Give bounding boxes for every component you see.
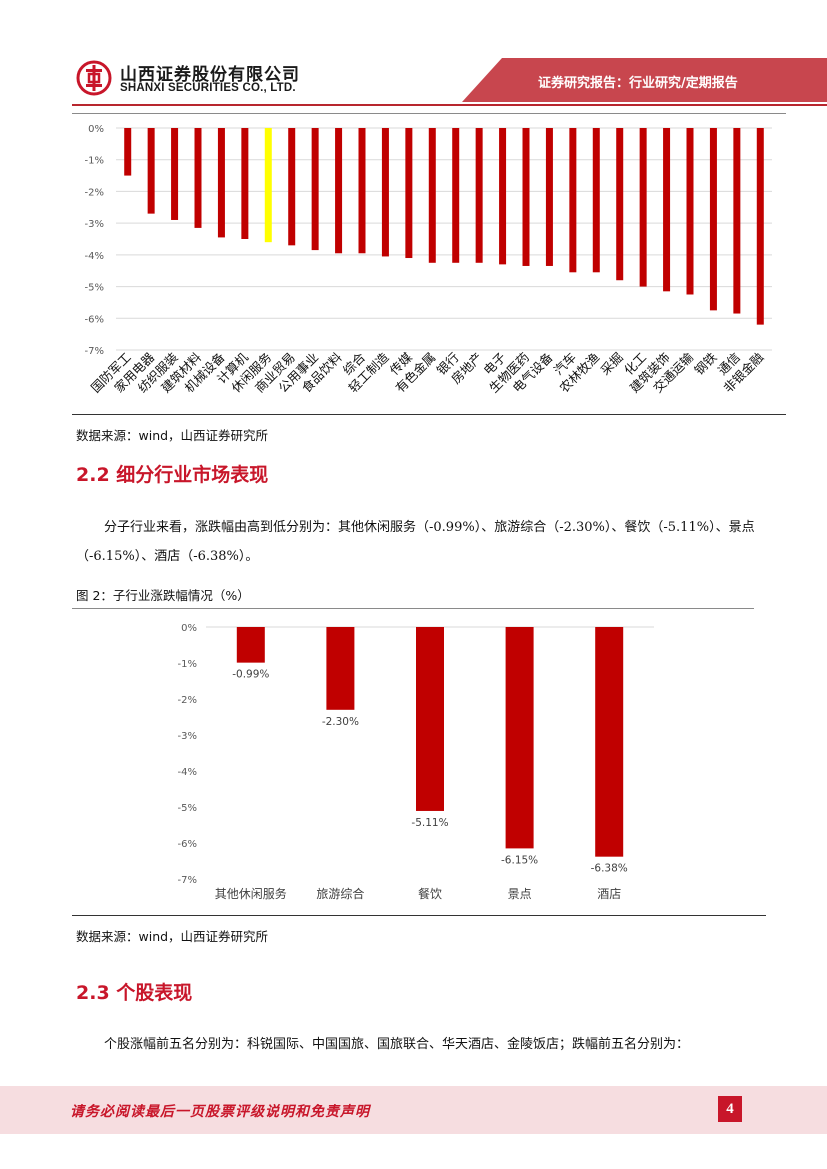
x-tick-label: 钢铁 (691, 349, 720, 378)
report-type-title: 证券研究报告：行业研究/定期报告 (538, 76, 738, 91)
x-tick-label: 其他休闲服务 (215, 886, 287, 901)
company-logo-icon (76, 60, 112, 96)
bar (171, 128, 179, 220)
header-banner (462, 58, 827, 102)
y-tick-label: 0% (88, 124, 104, 135)
bar (326, 627, 355, 710)
bar (381, 128, 389, 257)
bar (452, 128, 460, 263)
bar (522, 128, 530, 266)
y-tick-label: -3% (178, 731, 197, 742)
section-2-3-paragraph: 个股涨幅前五名分别为：科锐国际、中国国旅、国旅联合、华天酒店、金陵饭店；跌幅前五… (76, 1030, 756, 1059)
figure2-title: 图 2：子行业涨跌幅情况（%） (76, 588, 250, 603)
bar (663, 128, 671, 292)
bar (217, 128, 225, 238)
x-tick-label: 旅游综合 (316, 886, 364, 901)
company-name-cn: 山西证券股份有限公司 (120, 65, 300, 85)
industry-change-chart: 0%-1%-2%-3%-4%-5%-6%-7%国防军工家用电器纺织服装建筑材料机… (85, 124, 772, 395)
bar (288, 128, 296, 246)
section-2-3-text: 个股涨幅前五名分别为：科锐国际、中国国旅、国旅联合、华天酒店、金陵饭店；跌幅前五… (104, 1037, 690, 1052)
bar (616, 128, 624, 281)
bar (236, 627, 265, 663)
y-tick-label: -2% (178, 695, 197, 706)
bar (545, 128, 553, 266)
data-label: -2.30% (322, 716, 359, 728)
bar (686, 128, 694, 295)
y-tick-label: -4% (85, 251, 104, 262)
bar (756, 128, 764, 325)
data-label: -0.99% (232, 669, 269, 681)
y-tick-label: 0% (181, 623, 197, 634)
bar (709, 128, 717, 311)
bar (241, 128, 249, 239)
section-2-2-title: 2.2 细分行业市场表现 (76, 464, 269, 486)
page-header: 山西证券股份有限公司 SHANXI SECURITIES CO., LTD. 证… (0, 0, 827, 110)
section-2-3-title: 2.3 个股表现 (76, 982, 193, 1004)
bar (592, 128, 600, 273)
bar (505, 627, 534, 849)
page-number: 4 (718, 1096, 742, 1122)
footer-disclaimer[interactable]: 请务必阅读最后一页股票评级说明和免责声明 (70, 1104, 370, 1120)
subindustry-change-chart: 0% -1% -2% -3% -4% -5% -6% -7% -0.99% 其他休闲服务 -2.30… (178, 623, 654, 901)
y-tick-label: -2% (85, 187, 104, 198)
bar (569, 128, 577, 273)
chart2-source: 数据来源：wind，山西证券研究所 (76, 929, 269, 944)
section-2-2-paragraph: 分子行业来看，涨跌幅由高到低分别为：其他休闲服务（-0.99%）、旅游综合（-2… (76, 513, 756, 571)
company-name-en: SHANXI SECURITIES CO., LTD. (120, 82, 296, 94)
footer-band (0, 1086, 827, 1134)
bar (311, 128, 319, 251)
bar (639, 128, 647, 287)
section-2-2-text: 分子行业来看，涨跌幅由高到低分别为：其他休闲服务（-0.99%）、旅游综合（-2… (76, 520, 755, 564)
bar (124, 128, 132, 176)
header-divider (72, 104, 827, 106)
y-tick-label: -5% (85, 283, 104, 294)
bar (416, 627, 444, 811)
bar (264, 128, 272, 243)
bar (147, 128, 155, 214)
bar (335, 128, 343, 254)
data-label: -6.15% (501, 854, 538, 866)
y-tick-label: -1% (178, 659, 197, 670)
chart2-top-border (72, 608, 754, 609)
chart1-top-border (72, 113, 786, 114)
y-tick-label: -5% (178, 803, 197, 814)
y-tick-label: -1% (85, 156, 104, 167)
bar (405, 128, 413, 259)
data-label: -5.11% (411, 817, 448, 829)
y-tick-label: -3% (85, 219, 104, 230)
bar (733, 128, 741, 314)
y-tick-label: -7% (178, 875, 197, 886)
data-label: -6.38% (591, 863, 628, 875)
x-tick-label: 景点 (508, 887, 532, 901)
chart1-bottom-border (72, 414, 786, 415)
y-tick-label: -7% (85, 346, 104, 357)
chart2-bottom-border (72, 915, 766, 916)
x-tick-label: 采掘 (598, 350, 626, 378)
bar (428, 128, 436, 263)
y-tick-label: -6% (85, 314, 104, 325)
chart1-source: 数据来源：wind，山西证券研究所 (76, 428, 269, 443)
bar (194, 128, 202, 228)
bar (475, 128, 483, 263)
y-tick-label: -4% (178, 767, 197, 778)
bar (595, 627, 624, 857)
y-tick-label: -6% (178, 839, 197, 850)
bar (358, 128, 366, 254)
bar (499, 128, 507, 265)
x-tick-label: 餐饮 (418, 886, 442, 901)
x-tick-label: 酒店 (597, 887, 621, 901)
